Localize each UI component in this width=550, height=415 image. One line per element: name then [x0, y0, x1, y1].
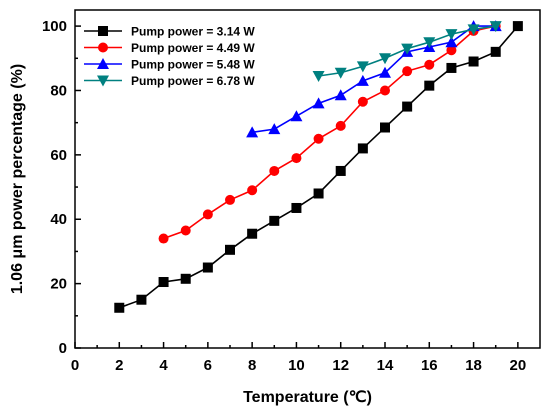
- y-tick-label: 20: [50, 276, 67, 293]
- series-3: [246, 20, 502, 138]
- x-tick-label: 2: [115, 357, 123, 374]
- legend-marker: [97, 58, 109, 69]
- data-point: [180, 273, 191, 284]
- y-tick-label: 60: [50, 147, 67, 164]
- data-point: [158, 233, 169, 244]
- data-point: [445, 36, 458, 48]
- data-point: [114, 302, 125, 313]
- legend-item-3: Pump power = 5.48 W: [84, 58, 255, 72]
- data-point: [380, 85, 390, 96]
- series-2: [158, 21, 501, 244]
- x-tick-label: 12: [332, 357, 349, 374]
- plot-frame: [74, 9, 541, 349]
- y-tick-label: 40: [50, 211, 67, 228]
- series-1: [114, 21, 523, 313]
- data-point: [136, 294, 147, 305]
- data-point: [357, 143, 368, 154]
- x-tick-label: 0: [71, 357, 79, 374]
- data-point: [379, 66, 391, 78]
- y-axis-label: 1.06 μm power percentage (%): [9, 64, 26, 294]
- x-tick-label: 6: [204, 357, 212, 374]
- data-point: [312, 70, 325, 82]
- data-point: [379, 53, 391, 65]
- data-point: [247, 228, 258, 239]
- data-point: [446, 62, 457, 73]
- data-point: [312, 97, 325, 109]
- data-point: [402, 101, 413, 112]
- data-point: [269, 215, 280, 226]
- data-point: [247, 185, 258, 196]
- y-tick-label: 0: [59, 340, 67, 357]
- data-point: [246, 126, 259, 138]
- data-point: [225, 194, 235, 205]
- data-point: [313, 133, 324, 144]
- data-point: [512, 21, 523, 32]
- data-point: [269, 165, 280, 176]
- data-point: [489, 21, 502, 33]
- data-point: [291, 202, 302, 213]
- data-point: [424, 59, 435, 70]
- data-point: [446, 45, 457, 56]
- legend-item-1: Pump power = 3.14 W: [84, 25, 255, 39]
- axis-ticks: 0 2 4 6 8 10 12 14 16 18 20 0 20 40 60 80 100: [42, 18, 526, 374]
- data-point: [225, 244, 235, 255]
- data-point: [467, 24, 480, 36]
- data-point: [445, 29, 458, 41]
- data-point: [313, 188, 324, 199]
- legend-item-4: Pump power = 6.78 W: [84, 74, 255, 88]
- data-point: [424, 80, 435, 91]
- series-layer: [114, 20, 523, 313]
- legend-marker: [97, 75, 109, 87]
- series-line: [163, 25, 496, 240]
- data-point: [357, 96, 368, 107]
- series-line: [252, 25, 496, 134]
- legend-label: Pump power = 5.48 W: [131, 58, 255, 72]
- x-tick-label: 14: [377, 357, 394, 374]
- data-point: [158, 277, 169, 288]
- legend-label: Pump power = 4.49 W: [131, 41, 255, 55]
- data-point: [490, 46, 501, 57]
- data-point: [356, 74, 369, 86]
- x-tick-label: 8: [248, 357, 256, 374]
- data-point: [468, 56, 479, 67]
- data-point: [401, 43, 414, 55]
- data-point: [202, 262, 213, 273]
- y-tick-label: 80: [50, 82, 67, 99]
- data-point: [334, 89, 347, 101]
- legend: Pump power = 3.14 W Pump power = 4.49 W Pu…: [84, 25, 255, 88]
- data-point: [268, 123, 281, 135]
- legend-label: Pump power = 3.14 W: [131, 25, 255, 39]
- data-point: [180, 225, 191, 236]
- legend-item-2: Pump power = 4.49 W: [84, 41, 255, 55]
- series-4: [312, 21, 502, 82]
- data-point: [291, 153, 302, 164]
- legend-marker: [98, 26, 108, 36]
- data-point: [402, 66, 413, 77]
- data-point: [335, 165, 346, 176]
- data-point: [335, 120, 346, 131]
- legend-label: Pump power = 6.78 W: [131, 74, 255, 88]
- data-point: [202, 209, 213, 220]
- y-tick-label: 100: [42, 18, 67, 35]
- x-tick-label: 18: [465, 357, 482, 374]
- x-tick-label: 20: [510, 357, 527, 374]
- data-point: [290, 110, 303, 122]
- data-point: [334, 67, 347, 79]
- data-point: [356, 61, 369, 73]
- data-point: [423, 37, 436, 49]
- x-tick-label: 10: [288, 357, 305, 374]
- legend-marker: [98, 42, 108, 53]
- x-tick-label: 4: [159, 357, 168, 374]
- data-point: [380, 122, 390, 133]
- x-axis-label: Temperature (℃): [243, 389, 372, 406]
- x-tick-label: 16: [421, 357, 438, 374]
